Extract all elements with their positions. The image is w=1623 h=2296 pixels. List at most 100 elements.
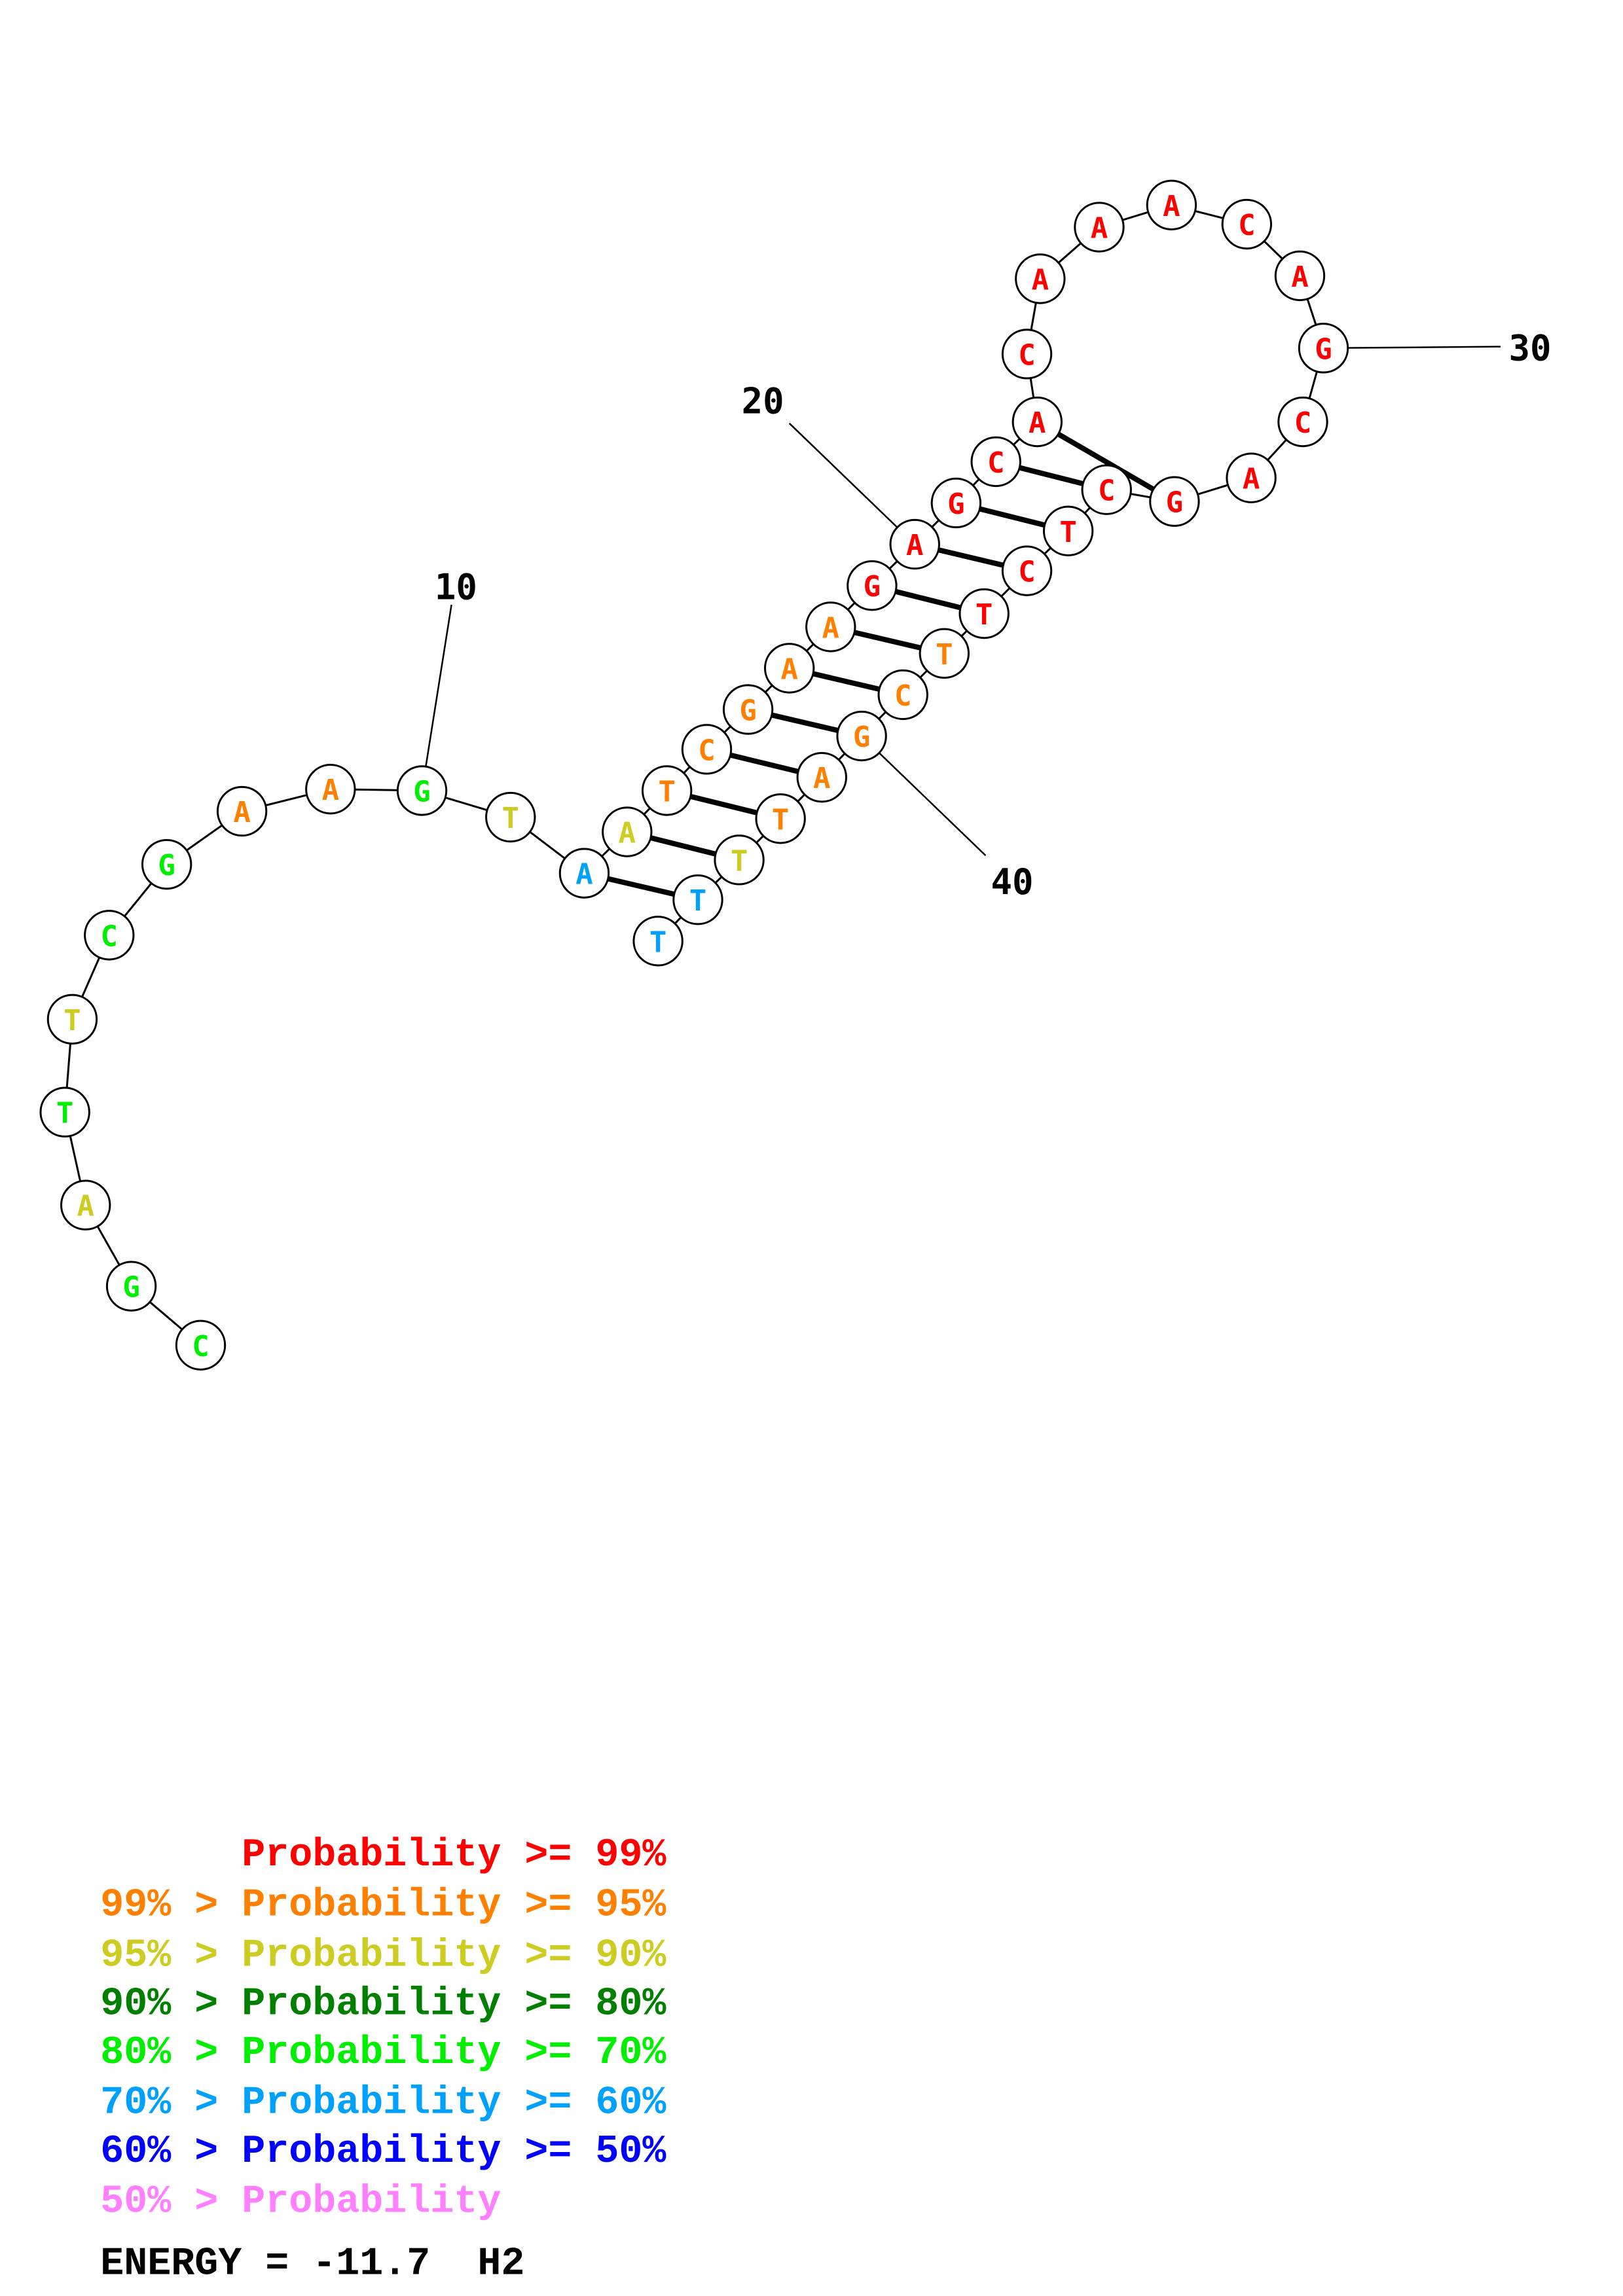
nucleotide-16: G [722, 684, 774, 735]
nucleotide-circle [632, 916, 684, 967]
nucleotide-26: A [1074, 202, 1125, 253]
nucleotide-letter: G [122, 1271, 140, 1304]
nucleotide-letter: C [698, 734, 716, 767]
nucleotide-letter: T [936, 638, 953, 672]
index-leader-line [788, 422, 916, 545]
nucleotide-letter: T [64, 1004, 81, 1037]
nucleotide-letter: C [1098, 475, 1116, 508]
nucleotide-12: A [558, 848, 610, 899]
nucleotide-letter: T [658, 775, 676, 808]
index-label-10: 10 [435, 566, 477, 607]
nucleotide-13: A [602, 806, 653, 857]
nucleotide-circle [396, 765, 448, 816]
legend-line-plow: 50% > Probability [100, 2180, 501, 2225]
nucleotide-circle [558, 848, 610, 899]
nucleotide-11: T [485, 791, 536, 843]
nucleotide-circle [60, 1179, 111, 1230]
nucleotide-25: A [1015, 253, 1066, 304]
nucleotide-circle [1277, 396, 1328, 448]
nucleotide-letter: T [502, 802, 520, 835]
legend-line-p99: Probability >= 99% [100, 1833, 666, 1878]
nucleotide-letter: T [649, 925, 667, 959]
nucleotide-18: A [805, 601, 856, 653]
nucleotide-letter: G [853, 721, 871, 754]
nucleotide-circle [681, 724, 733, 775]
index-label-40: 40 [991, 861, 1033, 903]
nucleotide-circle [141, 838, 192, 890]
nucleotide-21: G [930, 477, 982, 529]
nucleotide-39: C [877, 669, 928, 721]
nucleotide-3: A [60, 1179, 111, 1230]
legend-line-p50: 60% > Probability >= 50% [100, 2130, 666, 2174]
nucleotide-circle [105, 1261, 157, 1312]
nucleotide-letter: A [1243, 463, 1260, 496]
index-leader-line [1323, 346, 1501, 350]
nucleotide-43: T [714, 834, 765, 886]
nucleotide-letter: C [894, 679, 912, 713]
nucleotide-circle [216, 785, 268, 837]
nucleotide-34: C [1081, 464, 1132, 515]
nucleotide-8: A [216, 785, 268, 837]
nucleotide-letter: T [689, 884, 707, 918]
nucleotide-circle [46, 994, 98, 1045]
nucleotide-letter: A [906, 529, 924, 562]
nucleotide-letter: G [1166, 486, 1184, 520]
nucleotide-24: C [1001, 329, 1053, 380]
nucleotide-circle [1081, 464, 1132, 515]
nucleotide-circle [919, 628, 970, 679]
nucleotide-letter: A [1029, 406, 1046, 440]
nucleotide-circle [1001, 545, 1053, 596]
nucleotide-33: G [1149, 476, 1200, 527]
nucleotide-circle [1226, 452, 1277, 503]
nucleotide-9: A [305, 764, 356, 815]
nucleotide-15: C [681, 724, 733, 775]
nucleotide-letter: A [322, 774, 340, 807]
nucleotide-20: A [889, 518, 940, 570]
nucleotide-circle [175, 1319, 227, 1371]
nucleotide-letter: A [1291, 260, 1309, 294]
nucleotide-44: T [672, 874, 723, 925]
nucleotide-6: C [84, 910, 135, 961]
nucleotide-37: T [958, 588, 1010, 639]
nucleotide-circle [722, 684, 774, 735]
nucleotide-circle [1149, 476, 1200, 527]
nucleotide-circle [889, 518, 940, 570]
nucleotide-letter: A [619, 817, 636, 850]
nucleotide-circle [641, 765, 693, 816]
nucleotide-circle [805, 601, 856, 653]
nucleotide-circle [1221, 198, 1273, 250]
nucleotide-circle [970, 436, 1021, 488]
nucleotide-circle [836, 710, 887, 762]
nucleotide-23: A [1012, 396, 1063, 448]
nucleotide-letter: A [77, 1190, 94, 1223]
nucleotide-letter: T [772, 803, 790, 836]
index-label-30: 30 [1509, 327, 1552, 368]
nucleotide-circle [714, 834, 765, 886]
legend-line-p70: 80% > Probability >= 70% [100, 2031, 666, 2075]
nucleotide-letter: C [1018, 338, 1036, 372]
nucleotide-circle [672, 874, 723, 925]
nucleotide-circle [84, 910, 135, 961]
legend-line-p80: 90% > Probability >= 80% [100, 1982, 666, 2027]
index-label-20: 20 [742, 380, 784, 422]
nucleotide-letter: T [976, 598, 993, 632]
nucleotide-letter: C [1238, 209, 1256, 242]
nucleotide-letter: A [575, 858, 593, 891]
nucleotide-letter: T [56, 1097, 74, 1130]
nucleotide-10: G [396, 765, 448, 816]
nucleotide-letter: G [1315, 332, 1332, 366]
nucleotide-circle [1001, 329, 1053, 380]
nucleotide-circle [755, 793, 806, 844]
nucleotide-31: C [1277, 396, 1328, 448]
legend-line-p60: 70% > Probability >= 60% [100, 2081, 666, 2126]
nucleotide-42: T [755, 793, 806, 844]
nucleotide-circle [1298, 323, 1349, 374]
nucleotide-circle [602, 806, 653, 857]
nucleotide-letter: C [987, 446, 1005, 480]
legend-line-p90: 95% > Probability >= 90% [100, 1933, 666, 1978]
nucleotide-circle [764, 643, 815, 694]
nucleotide-letter: A [780, 653, 798, 686]
nucleotide-letter: G [158, 849, 175, 882]
nucleotide-letter: G [947, 488, 965, 521]
nucleotide-17: A [764, 643, 815, 694]
